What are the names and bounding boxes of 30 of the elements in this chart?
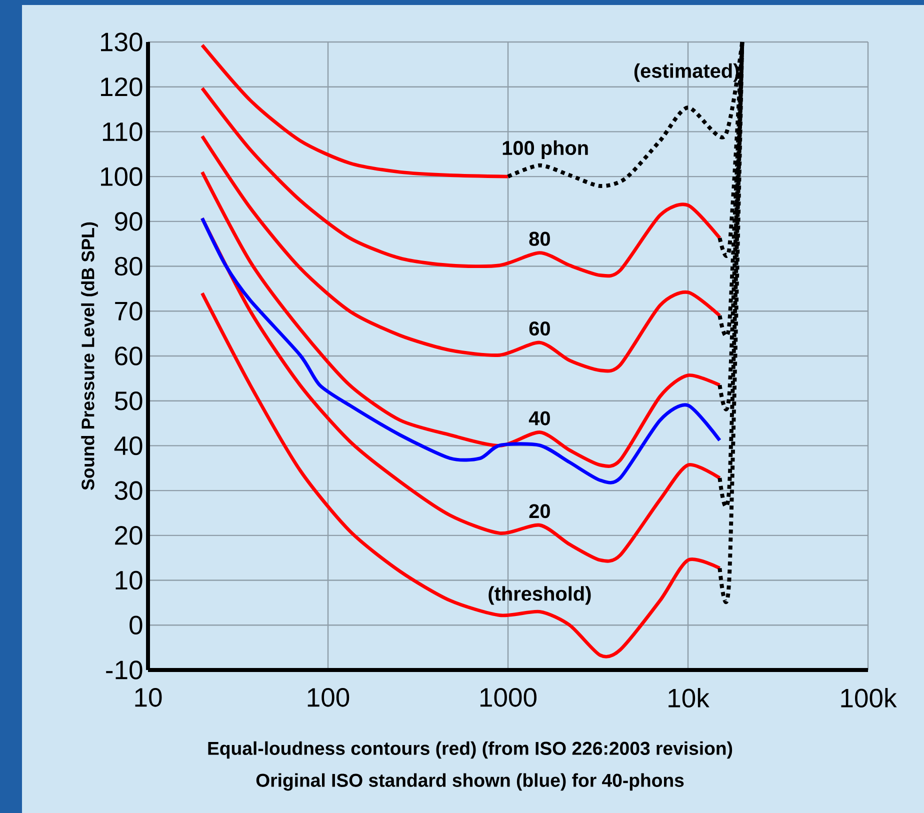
series-label: 100 phon xyxy=(502,140,588,159)
y-tick-label: 120 xyxy=(101,77,142,96)
y-tick-label: 0 xyxy=(130,616,142,635)
series-label: 20 xyxy=(529,504,550,518)
y-tick-label: 80 xyxy=(114,256,142,276)
y-tick-label: 130 xyxy=(101,32,142,52)
x-tick-label: 1000 xyxy=(480,688,536,707)
y-tick-label: 20 xyxy=(115,526,142,545)
x-tick-label: 100 xyxy=(308,688,350,707)
text: Original ISO standard shown (blue) for 40-phons xyxy=(256,773,684,791)
series-label: 80 xyxy=(529,232,550,246)
y-tick-label: 10 xyxy=(116,570,142,590)
y-tick-label: 30 xyxy=(114,481,142,500)
y-tick-label: 40 xyxy=(114,436,142,456)
y-tick-label: 60 xyxy=(115,346,142,366)
x-tick-label: 10k xyxy=(668,688,710,708)
series-label: (estimated) xyxy=(634,63,739,82)
y-tick-label: -10 xyxy=(106,660,142,680)
y-tick-label: 50 xyxy=(114,391,142,410)
series-label: (threshold) xyxy=(488,586,591,605)
y-tick-label: 100 xyxy=(101,167,142,186)
y-axis-title: Sound Pressure Level (dB SPL) xyxy=(81,222,98,490)
y-tick-label: 110 xyxy=(102,122,142,142)
x-tick-label: 100k xyxy=(841,688,897,708)
x-tick-label: 10 xyxy=(135,688,162,707)
x-axis-title: Equal-loudness contours (red) (from ISO 226:2003 revision) xyxy=(208,741,732,759)
y-tick-label: 70 xyxy=(115,302,142,321)
series-label: 40 xyxy=(528,411,550,426)
series-label: 60 xyxy=(529,321,550,336)
y-tick-label: 90 xyxy=(115,212,142,231)
